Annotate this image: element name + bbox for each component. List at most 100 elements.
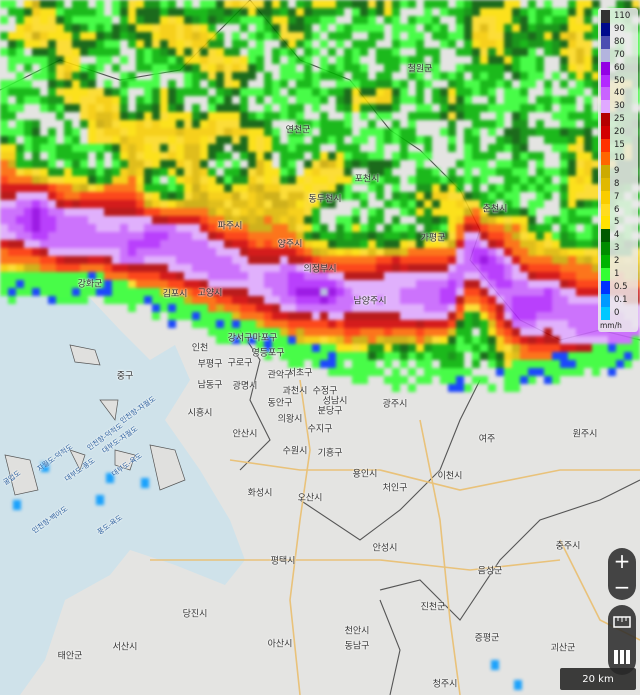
- tool-controls: [608, 605, 636, 675]
- place-label: 여주: [478, 434, 496, 445]
- place-label: 부평구: [197, 359, 223, 370]
- place-label: 서초구: [287, 368, 313, 379]
- legend-swatch: [601, 190, 610, 204]
- legend-item: 80: [601, 35, 637, 50]
- place-label: 연천군: [285, 125, 311, 136]
- ruler-icon[interactable]: [613, 615, 631, 628]
- legend-label: 60: [614, 62, 625, 73]
- legend-swatch: [601, 35, 610, 50]
- legend-item: 110: [601, 10, 637, 24]
- place-label: 양주시: [277, 239, 303, 250]
- legend-label: 70: [614, 49, 625, 60]
- legend-label: 0: [614, 307, 620, 318]
- legend-label: 20: [614, 127, 625, 138]
- legend-label: 25: [614, 114, 625, 125]
- legend-swatch: [601, 113, 610, 127]
- legend-item: 30: [601, 100, 637, 114]
- legend-item: 10: [601, 151, 637, 166]
- place-label: 천안시: [344, 626, 370, 637]
- legend-label: 8: [614, 178, 620, 189]
- legend-swatch: [601, 87, 610, 101]
- legend-swatch: [601, 10, 610, 24]
- legend-item: 90: [601, 22, 637, 37]
- legend-label: 0.1: [614, 294, 628, 305]
- legend-unit: mm/h: [600, 321, 622, 330]
- legend-item: 3: [601, 242, 637, 256]
- legend-swatch: [601, 229, 610, 243]
- place-label: 강서구: [227, 333, 253, 344]
- place-label: 광명시: [232, 381, 258, 392]
- legend-label: 3: [614, 243, 620, 254]
- legend-item: 7: [601, 190, 637, 204]
- place-label: 원주시: [572, 429, 598, 440]
- place-label: 의왕시: [277, 414, 303, 425]
- legend-label: 0.5: [614, 281, 628, 292]
- place-label: 동안구: [267, 398, 293, 409]
- legend-item: 1: [601, 268, 637, 282]
- place-label: 증평군: [474, 633, 500, 644]
- place-label: 아산시: [267, 639, 293, 650]
- legend-swatch: [601, 126, 610, 140]
- legend-item: 8: [601, 177, 637, 191]
- place-label: 청주시: [432, 679, 458, 690]
- legend-swatch: [601, 48, 610, 62]
- place-label: 안산시: [232, 429, 258, 440]
- place-label: 화성시: [247, 488, 273, 499]
- place-label: 시흥시: [187, 408, 213, 419]
- place-label: 평택시: [270, 556, 296, 567]
- place-label: 남양주시: [353, 296, 387, 307]
- place-label: 수지구: [307, 424, 333, 435]
- legend-swatch: [601, 306, 610, 320]
- legend-label: 6: [614, 204, 620, 215]
- place-label: 당진시: [182, 609, 208, 620]
- legend-swatch: [601, 74, 610, 88]
- place-label: 수원시: [282, 446, 308, 457]
- place-label: 영등포구: [251, 348, 285, 359]
- legend-label: 30: [614, 101, 625, 112]
- place-label: 중구: [116, 371, 134, 382]
- place-label: 남동구: [197, 380, 223, 391]
- legend-item: 60: [601, 61, 637, 75]
- place-label: 과천시: [282, 386, 308, 397]
- place-label: 가평군: [420, 233, 446, 244]
- legend-item: 25: [601, 113, 637, 127]
- legend-swatch: [601, 61, 610, 75]
- place-label: 안성시: [372, 543, 398, 554]
- place-label: 김포시: [162, 289, 188, 300]
- legend-label: 15: [614, 140, 625, 150]
- place-label: 광주시: [382, 399, 408, 410]
- place-label: 기흥구: [317, 448, 343, 459]
- zoom-out-button[interactable]: −: [613, 575, 631, 599]
- place-label: 처인구: [382, 483, 408, 494]
- place-label: 의정부시: [303, 264, 337, 275]
- legend-item: 4: [601, 229, 637, 243]
- legend-label: 110: [614, 11, 631, 21]
- legend-swatch: [601, 100, 610, 114]
- legend-item: 9: [601, 164, 637, 179]
- legend-swatch: [601, 216, 610, 230]
- legend-item: 0: [601, 306, 637, 320]
- precipitation-legend: 110 90 80 70 60 50 40 30 25 20 15 10 9 8 7 6 5 4 3 2 1 0.5 0.1…: [598, 8, 638, 332]
- legend-label: 9: [614, 165, 620, 176]
- place-label: 음성군: [477, 566, 503, 577]
- place-label: 용인시: [352, 469, 378, 480]
- place-label: 분당구: [317, 406, 343, 417]
- legend-item: 15: [601, 139, 637, 153]
- legend-swatch: [601, 164, 610, 179]
- legend-label: 40: [614, 88, 625, 99]
- layers-icon[interactable]: [613, 649, 631, 665]
- legend-label: 1: [614, 269, 620, 279]
- legend-swatch: [601, 177, 610, 191]
- zoom-in-button[interactable]: +: [613, 549, 631, 573]
- legend-label: 80: [614, 36, 625, 47]
- place-label: 고양시: [197, 288, 223, 299]
- zoom-controls: + −: [608, 548, 636, 600]
- place-label: 동남구: [344, 641, 370, 652]
- legend-item: 0.1: [601, 293, 637, 308]
- legend-item: 0.5: [601, 280, 637, 295]
- place-label: 인천: [191, 343, 209, 354]
- legend-label: 2: [614, 256, 620, 267]
- legend-label: 10: [614, 152, 625, 163]
- legend-label: 5: [614, 217, 620, 228]
- place-label: 태안군: [57, 651, 83, 662]
